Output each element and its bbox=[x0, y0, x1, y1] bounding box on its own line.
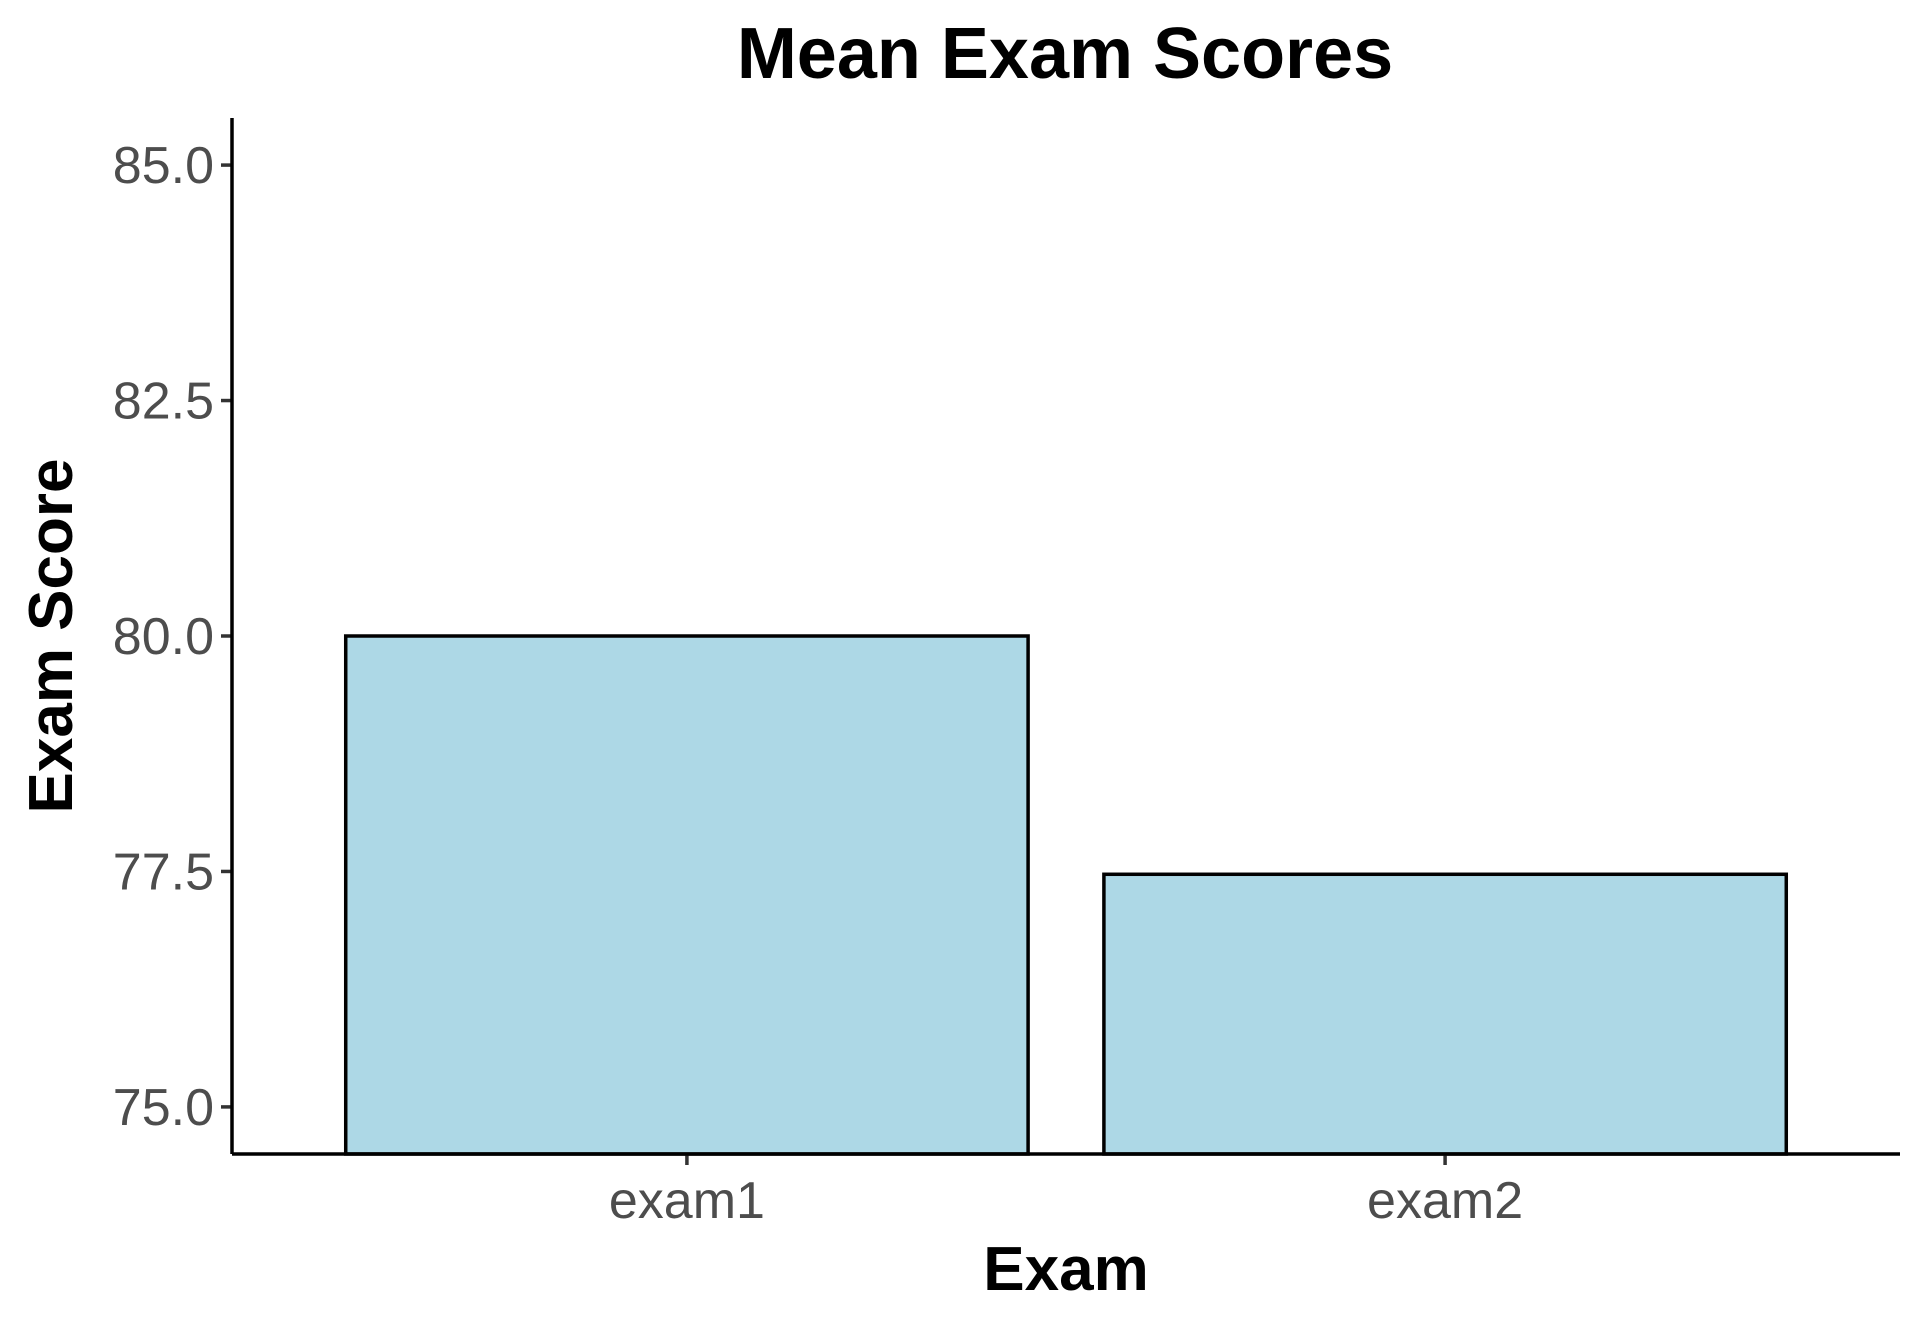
y-tick-label: 82.5 bbox=[113, 373, 214, 431]
x-tick-label: exam1 bbox=[609, 1172, 765, 1230]
y-tick-label: 77.5 bbox=[113, 843, 214, 901]
bars-group bbox=[343, 634, 1789, 1156]
y-axis-title: Exam Score bbox=[17, 459, 86, 814]
bar-exam1 bbox=[343, 634, 1030, 1156]
x-axis-ticks: exam1 exam2 bbox=[609, 1154, 1523, 1230]
x-axis-title: Exam bbox=[983, 1235, 1148, 1304]
y-tick-label: 75.0 bbox=[113, 1079, 214, 1137]
y-axis-ticks: 75.0 77.5 80.0 82.5 85.0 bbox=[113, 137, 232, 1137]
x-tick-label: exam2 bbox=[1367, 1172, 1523, 1230]
y-tick-label: 85.0 bbox=[113, 137, 214, 195]
bar-exam2 bbox=[1102, 872, 1789, 1156]
chart-title: Mean Exam Scores bbox=[737, 14, 1393, 94]
y-tick-label: 80.0 bbox=[113, 608, 214, 666]
